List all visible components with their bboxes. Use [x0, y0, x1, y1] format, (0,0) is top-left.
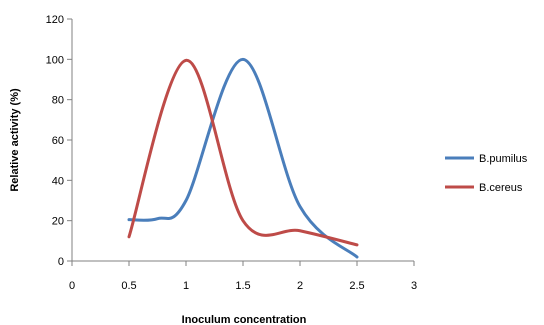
series-line-1	[127, 58, 359, 247]
x-tick-label: 2.5	[349, 280, 364, 292]
y-axis-label: Relative activity (%)	[9, 88, 21, 192]
x-tick-label: 3	[411, 280, 417, 292]
chart-legend: B.pumilus B.cereus	[445, 153, 528, 194]
x-tick-label: 1	[183, 280, 189, 292]
x-tick-label: 0	[69, 280, 75, 292]
y-tick-label: 120	[46, 14, 64, 26]
y-tick-label: 40	[52, 175, 64, 187]
x-axis-label: Inoculum concentration	[182, 314, 307, 325]
x-axis-ticks: 0 0.5 1 1.5 2 2.5 3	[69, 261, 417, 292]
chart-axes	[71, 19, 414, 262]
series-line-0	[127, 57, 359, 259]
x-tick-label: 2	[297, 280, 303, 292]
y-tick-label: 100	[46, 54, 64, 66]
legend-label-0: B.pumilus	[479, 153, 528, 165]
y-tick-label: 60	[52, 135, 64, 147]
y-tick-label: 80	[52, 95, 64, 107]
series-layer	[127, 57, 359, 259]
y-axis-ticks: 0 20 40 60 80 100 120	[46, 14, 72, 268]
x-tick-label: 1.5	[235, 280, 250, 292]
y-tick-label: 0	[58, 256, 64, 268]
legend-label-1: B.cereus	[479, 182, 523, 194]
x-tick-label: 0.5	[121, 280, 136, 292]
y-tick-label: 20	[52, 216, 64, 228]
